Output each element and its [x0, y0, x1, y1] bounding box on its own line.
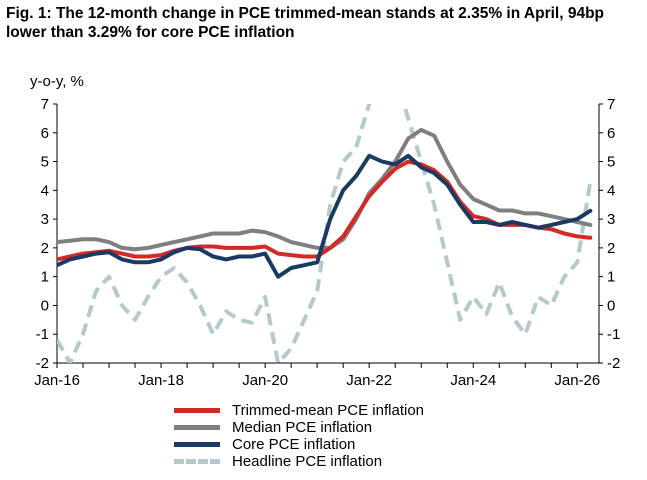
y-tick-label-left: 7 [41, 96, 49, 113]
y-tick-label-left: -1 [36, 326, 49, 343]
x-tick-label: Jan-18 [138, 372, 184, 389]
x-tick-label: Jan-16 [34, 372, 80, 389]
y-tick-label-right: -2 [607, 355, 620, 372]
series-line-median [57, 130, 590, 249]
y-tick-label-right: 5 [607, 154, 615, 171]
legend-item-median: Median PCE inflation [174, 419, 424, 436]
y-tick-label-right: 0 [607, 297, 615, 314]
y-tick-label-left: 2 [41, 240, 49, 257]
legend-swatch-trimmed [174, 408, 220, 413]
y-tick-label-right: 7 [607, 96, 615, 113]
legend-label-median: Median PCE inflation [232, 419, 372, 436]
x-tick-label: Jan-20 [242, 372, 288, 389]
series-line-headline [57, 46, 590, 363]
x-tick-label: Jan-24 [450, 372, 496, 389]
y-tick-label-left: -2 [36, 355, 49, 372]
legend-label-core: Core PCE inflation [232, 436, 355, 453]
y-tick-label-left: 0 [41, 297, 49, 314]
y-tick-label-left: 6 [41, 125, 49, 142]
x-tick-label: Jan-22 [346, 372, 392, 389]
legend-label-headline: Headline PCE inflation [232, 453, 382, 470]
legend-item-core: Core PCE inflation [174, 436, 424, 453]
y-tick-label-right: 3 [607, 211, 615, 228]
series-line-core [57, 156, 590, 277]
y-tick-label-left: 1 [41, 269, 49, 286]
y-tick-label-right: 2 [607, 240, 615, 257]
x-tick-label: Jan-26 [554, 372, 600, 389]
y-tick-label-right: 6 [607, 125, 615, 142]
y-tick-label-left: 3 [41, 211, 49, 228]
y-tick-label-left: 5 [41, 154, 49, 171]
y-tick-label-left: 4 [41, 182, 49, 199]
legend-swatch-core [174, 442, 220, 447]
tick-labels: -2 -2 -1 -1 0 0 1 1 2 2 3 3 4 4 5 5 6 6 7 7 Jan-16 Jan-18 Jan-… [34, 96, 620, 389]
series-group [57, 46, 590, 363]
legend-label-trimmed: Trimmed-mean PCE inflation [232, 402, 424, 419]
legend-swatch-median [174, 425, 220, 430]
legend-item-headline: Headline PCE inflation [174, 453, 424, 470]
legend: Trimmed-mean PCE inflation Median PCE in… [174, 402, 424, 470]
legend-item-trimmed: Trimmed-mean PCE inflation [174, 402, 424, 419]
legend-swatch-headline [174, 459, 220, 464]
y-tick-label-right: 4 [607, 182, 615, 199]
y-tick-label-right: 1 [607, 269, 615, 286]
y-tick-label-right: -1 [607, 326, 620, 343]
